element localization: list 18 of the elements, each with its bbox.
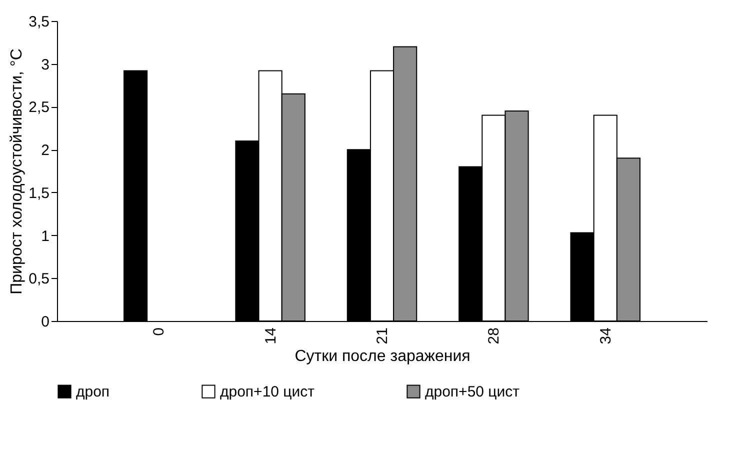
y-tick-label: 2,5 [28, 99, 50, 116]
y-tick-label: 2 [41, 142, 50, 160]
y-axis-title: Прирост холодоустойчивости, °С [8, 48, 26, 294]
y-tick-label: 0,5 [28, 270, 50, 288]
legend-label: дроп+10 цист [220, 384, 315, 401]
x-tick-label: 14 [262, 328, 280, 344]
y-tick-label: 3 [41, 56, 50, 74]
y-tick-label: 0 [41, 314, 50, 330]
x-axis-title: Сутки после заражения [294, 348, 470, 366]
y-tick-label: 1 [41, 228, 50, 245]
x-tick-label: 21 [374, 328, 391, 344]
x-tick-label: 28 [486, 328, 503, 344]
x-tick-label: 34 [597, 328, 614, 344]
x-tick-label: 0 [150, 328, 168, 336]
y-tick-label: 1,5 [28, 184, 50, 202]
y-tick-label: 3,5 [28, 14, 50, 30]
legend-label: дроп+50 цист [425, 384, 520, 401]
legend-label: дроп [76, 384, 110, 401]
